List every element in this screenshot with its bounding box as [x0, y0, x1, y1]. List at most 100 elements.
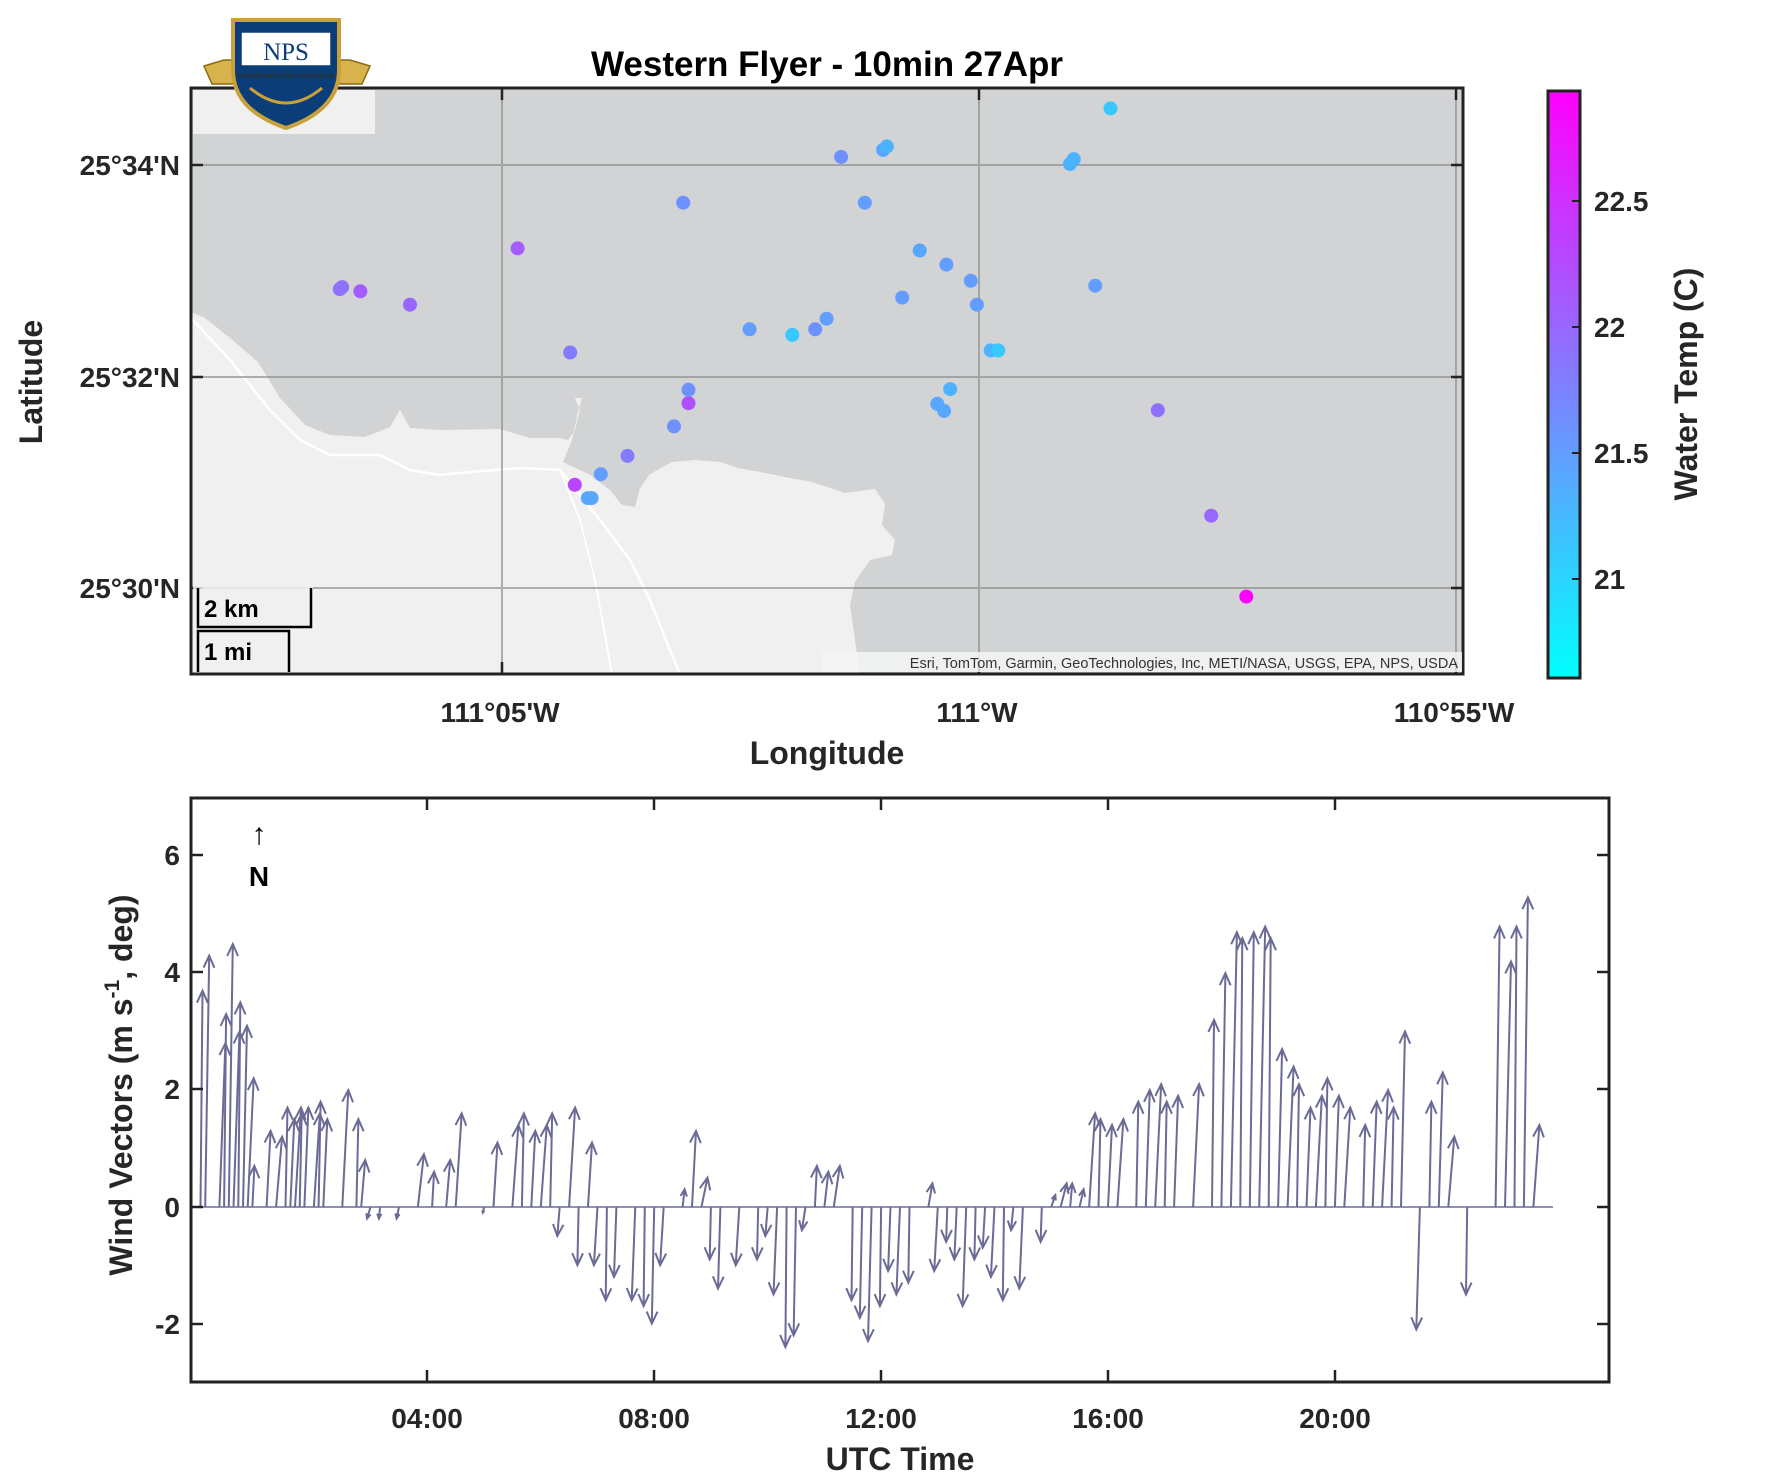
wind-vector-shaft: [587, 1142, 593, 1207]
map-y-axis-label: Latitude: [13, 320, 49, 444]
wind-vector: [1447, 1134, 1460, 1207]
wind-vector-head: [202, 953, 216, 969]
wind-vector-head: [711, 1276, 725, 1292]
map-data-point: [834, 149, 849, 164]
wind-vector-head: [779, 1334, 792, 1350]
wind-vector-shaft: [989, 1206, 996, 1277]
wind-vector-shaft: [708, 1206, 712, 1260]
map-data-point: [335, 280, 350, 295]
wind-vector-shaft: [784, 1206, 788, 1348]
wind-vector-shaft: [945, 1206, 949, 1242]
scale-bar: 2 km 1 mi: [193, 586, 313, 672]
wind-vector: [956, 1206, 970, 1309]
wind-vector: [1171, 1093, 1185, 1207]
map-data-point: [676, 195, 691, 210]
wind-vector-shaft: [850, 1206, 854, 1301]
wind-x-axis-label: UTC Time: [826, 1441, 975, 1476]
wind-vector-shaft: [907, 1206, 911, 1283]
wind-vector-shaft: [1513, 926, 1518, 1207]
wind-vector-shaft: [887, 1206, 892, 1272]
wind-vector-head: [295, 1110, 308, 1126]
wind-vector: [1160, 1099, 1173, 1207]
map-data-point: [353, 284, 368, 299]
wind-vector-shaft: [1390, 1107, 1395, 1207]
wind-vector-head: [925, 1180, 936, 1194]
wind-vector: [711, 1206, 725, 1292]
wind-vector-head: [853, 1305, 867, 1321]
wind-vector: [845, 1206, 859, 1303]
wind-vector-head: [274, 1134, 288, 1150]
wind-vector-shaft: [630, 1206, 637, 1301]
wind-vector: [295, 1110, 308, 1207]
wind-vector-shaft: [1277, 1049, 1284, 1207]
wind-vector-head: [454, 1110, 468, 1127]
wind-plot-area: [191, 798, 1609, 1382]
wind-vector-shaft: [961, 1206, 968, 1307]
wind-vector-shaft: [355, 1119, 360, 1207]
wind-vector-head: [1459, 1281, 1473, 1297]
wind-vector-head: [948, 1246, 962, 1262]
wind-y-tick-label: -2: [155, 1309, 180, 1340]
wind-vector: [1235, 935, 1249, 1207]
wind-vector-shaft: [681, 1189, 686, 1207]
wind-vector-shaft: [232, 1031, 241, 1207]
map-data-point: [1088, 278, 1103, 293]
wind-vector-head: [1034, 1229, 1048, 1245]
wind-vector: [882, 1206, 895, 1274]
logo-wreath: [249, 86, 323, 105]
wind-vector-shaft: [717, 1206, 722, 1289]
wind-vector: [246, 1075, 260, 1207]
wind-vector: [1532, 1122, 1545, 1207]
wind-vector-shaft: [1001, 1206, 1005, 1301]
wind-vector-head: [1398, 1029, 1412, 1045]
logo-banner: [240, 31, 332, 67]
wind-y-axis-label: Wind Vectors (m s-1, deg): [101, 894, 139, 1275]
wind-vector: [1258, 924, 1272, 1207]
wind-vectors: [195, 894, 1545, 1350]
wind-vector-head: [588, 1252, 601, 1268]
wind-vector-head: [873, 1293, 887, 1309]
wind-vector: [357, 1157, 371, 1207]
wind-vector-head: [1447, 1134, 1460, 1150]
wind-vector-head: [1264, 935, 1277, 951]
wind-vector-shaft: [1135, 1101, 1140, 1207]
wind-vector-shaft: [303, 1107, 310, 1207]
wind-vector: [1303, 1105, 1317, 1207]
nps-logo: NPS PRAESTANTIA PER SCIENTIAM: [202, 18, 372, 131]
map-data-point: [819, 311, 834, 326]
wind-vector-shaft: [1248, 932, 1255, 1207]
wind-vector-head: [1093, 1116, 1107, 1132]
map-data-point: [1239, 589, 1254, 604]
wind-vector-head: [1171, 1093, 1185, 1109]
wind-vector-head: [730, 1252, 743, 1268]
wind-vector-head: [1410, 1316, 1423, 1332]
wind-vector: [280, 1105, 294, 1207]
wind-vector-shaft: [1381, 1089, 1390, 1207]
wind-vector: [862, 1206, 875, 1344]
wind-vector: [1358, 1122, 1372, 1207]
wind-vector: [585, 1140, 598, 1207]
wind-vector-head: [689, 1128, 702, 1144]
wind-vector: [968, 1206, 982, 1262]
wind-vector-shaft: [1437, 1072, 1444, 1207]
wind-vector: [365, 1206, 372, 1221]
wind-vector-shaft: [1415, 1206, 1421, 1330]
wind-vector-shaft: [1192, 1084, 1201, 1207]
wind-vector-head: [320, 1116, 334, 1132]
wind-vector-shaft: [1522, 897, 1529, 1207]
wind-vector-shaft: [1305, 1107, 1312, 1207]
wind-vector: [287, 1116, 301, 1207]
wind-y-tick-label: 4: [164, 957, 180, 988]
wind-vector: [376, 1206, 383, 1221]
wind-vector: [1314, 1093, 1328, 1207]
map-data-point: [895, 290, 910, 305]
wind-vector-head: [233, 999, 247, 1015]
wind-vector: [219, 1011, 233, 1207]
wind-vector: [427, 1169, 440, 1207]
wind-vector-shaft: [1314, 1095, 1323, 1207]
wind-vector-shaft: [1333, 1095, 1340, 1207]
wind-vector-head: [365, 1213, 372, 1221]
wind-vector-shaft: [1465, 1206, 1469, 1295]
wind-vector: [948, 1206, 962, 1262]
colorbar-tick-label: 22: [1594, 312, 1625, 343]
